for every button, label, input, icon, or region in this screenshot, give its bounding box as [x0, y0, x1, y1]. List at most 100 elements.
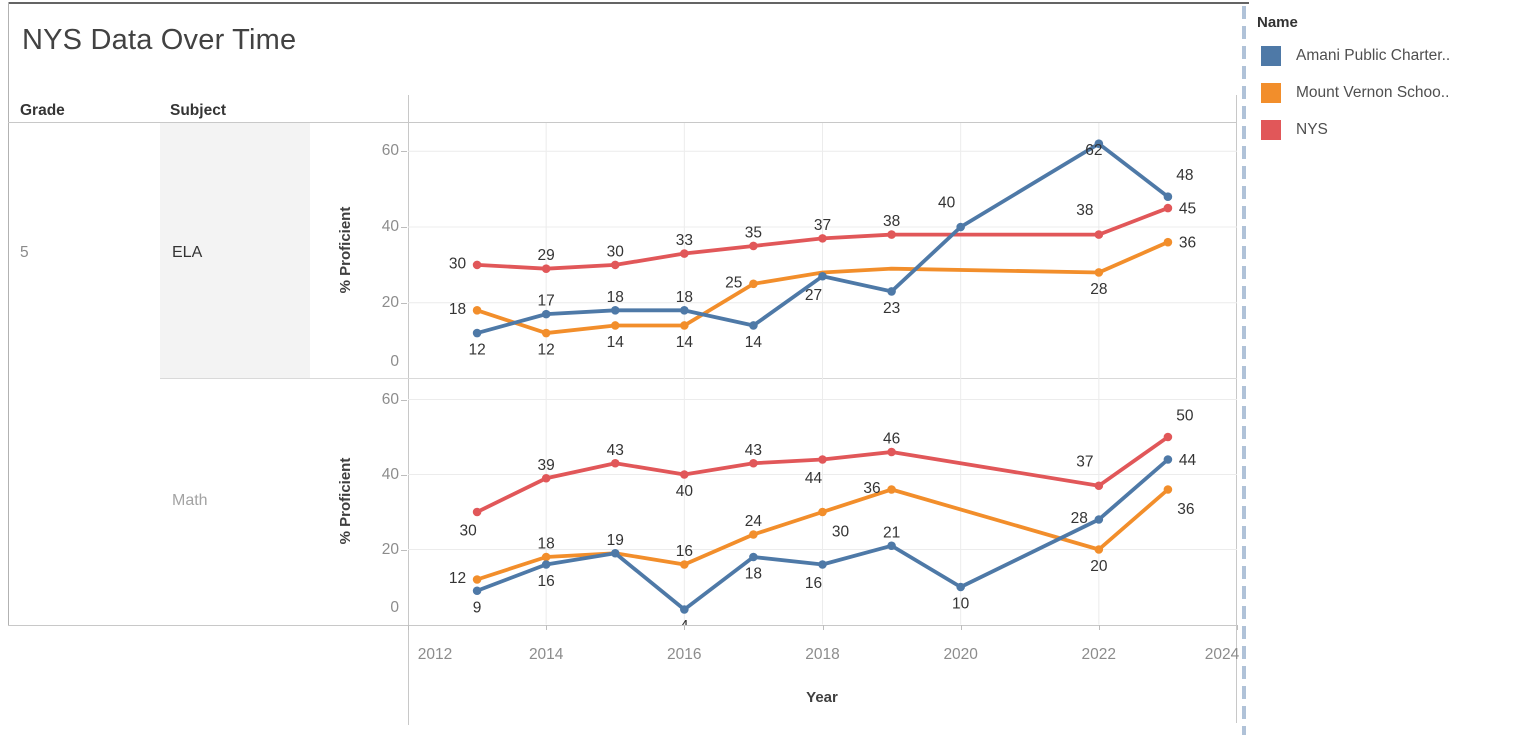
data-point[interactable]: [887, 230, 896, 239]
data-point[interactable]: [1094, 268, 1104, 277]
data-point-label: 40: [938, 195, 956, 212]
data-point[interactable]: [680, 249, 689, 258]
y-tick-mark: [401, 549, 407, 551]
data-point[interactable]: [472, 586, 482, 596]
data-point-label: 18: [676, 289, 693, 306]
data-point-label: 38: [883, 213, 900, 230]
series-line-math-amanipubliccharter[interactable]: [475, 457, 1170, 612]
data-point-label: 28: [1071, 510, 1088, 527]
data-point-label: 14: [676, 334, 694, 351]
x-tick-mark: [1237, 625, 1238, 630]
x-tick-mark: [546, 625, 548, 630]
legend-item-label: Amani Public Charter..: [1296, 47, 1451, 64]
data-point[interactable]: [541, 328, 551, 338]
x-tick-mark: [960, 625, 962, 630]
data-point[interactable]: [749, 321, 758, 330]
subject-label-math[interactable]: Math: [172, 492, 208, 509]
data-point[interactable]: [680, 321, 689, 330]
data-point-label: 23: [883, 300, 900, 317]
data-point[interactable]: [1163, 485, 1173, 494]
x-tick-label: 2018: [805, 646, 840, 663]
data-point[interactable]: [541, 309, 551, 319]
y-tick-label: 0: [390, 352, 399, 370]
data-point-label: 4: [680, 618, 689, 625]
data-point[interactable]: [1163, 432, 1173, 442]
data-point-label: 14: [607, 334, 625, 351]
data-point-label: 46: [883, 431, 900, 448]
data-point-label: 19: [607, 532, 624, 549]
data-point[interactable]: [749, 530, 758, 539]
y-tick-mark: [401, 399, 407, 401]
data-point[interactable]: [680, 605, 689, 614]
legend-swatch[interactable]: [1261, 120, 1281, 140]
data-label-layer: 30 29 30 33 35 37 38 38 45 18 12 14 14 25 28 36 12 17 18 18…: [449, 142, 1197, 625]
data-point[interactable]: [818, 455, 827, 464]
legend-item-nys[interactable]: NYS: [1256, 120, 1531, 140]
data-point[interactable]: [680, 306, 689, 315]
data-point[interactable]: [472, 306, 482, 315]
data-point[interactable]: [956, 222, 965, 232]
data-point[interactable]: [610, 260, 620, 270]
legend-swatch[interactable]: [1261, 83, 1281, 103]
dashboard-top-border: [8, 2, 1249, 4]
data-point[interactable]: [1094, 230, 1104, 239]
data-point[interactable]: [749, 552, 758, 562]
data-point[interactable]: [680, 470, 689, 479]
y-tick-label: 40: [381, 218, 399, 235]
data-point-label: 9: [473, 599, 482, 616]
data-point[interactable]: [610, 306, 620, 315]
data-point[interactable]: [1163, 455, 1173, 464]
legend-item-amanipubliccharter[interactable]: Amani Public Charter..: [1256, 46, 1531, 66]
legend-swatch[interactable]: [1261, 46, 1281, 66]
data-point[interactable]: [541, 264, 551, 273]
data-point[interactable]: [541, 560, 551, 569]
data-point[interactable]: [749, 458, 758, 468]
data-point-label: 16: [538, 573, 555, 590]
data-point[interactable]: [749, 241, 758, 251]
data-point[interactable]: [541, 552, 551, 562]
zone-dashed-divider[interactable]: [1242, 6, 1246, 735]
data-point[interactable]: [610, 458, 620, 468]
y-tick-mark: [401, 227, 407, 228]
data-point-label: 36: [1179, 235, 1196, 252]
data-point-label: 18: [449, 301, 466, 318]
data-point[interactable]: [887, 541, 896, 551]
data-point[interactable]: [610, 321, 620, 330]
y-tick-mark: [401, 474, 407, 476]
data-point[interactable]: [1094, 481, 1104, 491]
data-point[interactable]: [472, 507, 482, 517]
data-point[interactable]: [887, 447, 896, 457]
data-point[interactable]: [1094, 139, 1104, 149]
data-point[interactable]: [680, 560, 689, 569]
data-point[interactable]: [887, 485, 896, 494]
data-point[interactable]: [818, 271, 827, 281]
data-point[interactable]: [610, 548, 620, 558]
data-point-label: 50: [1176, 408, 1194, 425]
dashboard-left-border: [8, 2, 9, 625]
data-point-label: 21: [883, 524, 900, 541]
data-point[interactable]: [1163, 192, 1173, 202]
data-point[interactable]: [818, 507, 827, 517]
data-point[interactable]: [472, 328, 482, 338]
y-tick-mark: [401, 151, 407, 153]
data-point[interactable]: [818, 560, 827, 569]
data-point[interactable]: [472, 575, 482, 584]
subject-label-ela[interactable]: ELA: [172, 244, 203, 261]
data-point[interactable]: [1094, 515, 1104, 524]
data-point[interactable]: [887, 287, 896, 296]
data-point[interactable]: [541, 473, 551, 483]
series-line-ela-amanipubliccharter[interactable]: [475, 141, 1170, 335]
data-point-label: 37: [1076, 453, 1093, 470]
subject-cell-ela[interactable]: [160, 123, 310, 378]
chart-canvas[interactable]: 30 29 30 33 35 37 38 38 45 18 12 14 14 25 28 36 12 17 18 18…: [408, 123, 1237, 625]
data-point[interactable]: [956, 582, 965, 592]
data-point-label: 30: [832, 524, 850, 541]
legend-item-mountvernonschoo[interactable]: Mount Vernon Schoo..: [1256, 83, 1531, 103]
data-point[interactable]: [749, 279, 758, 289]
data-point[interactable]: [1163, 203, 1173, 213]
data-point[interactable]: [818, 234, 827, 243]
data-point[interactable]: [1094, 545, 1104, 554]
data-point[interactable]: [472, 260, 482, 270]
data-point[interactable]: [1163, 237, 1173, 247]
